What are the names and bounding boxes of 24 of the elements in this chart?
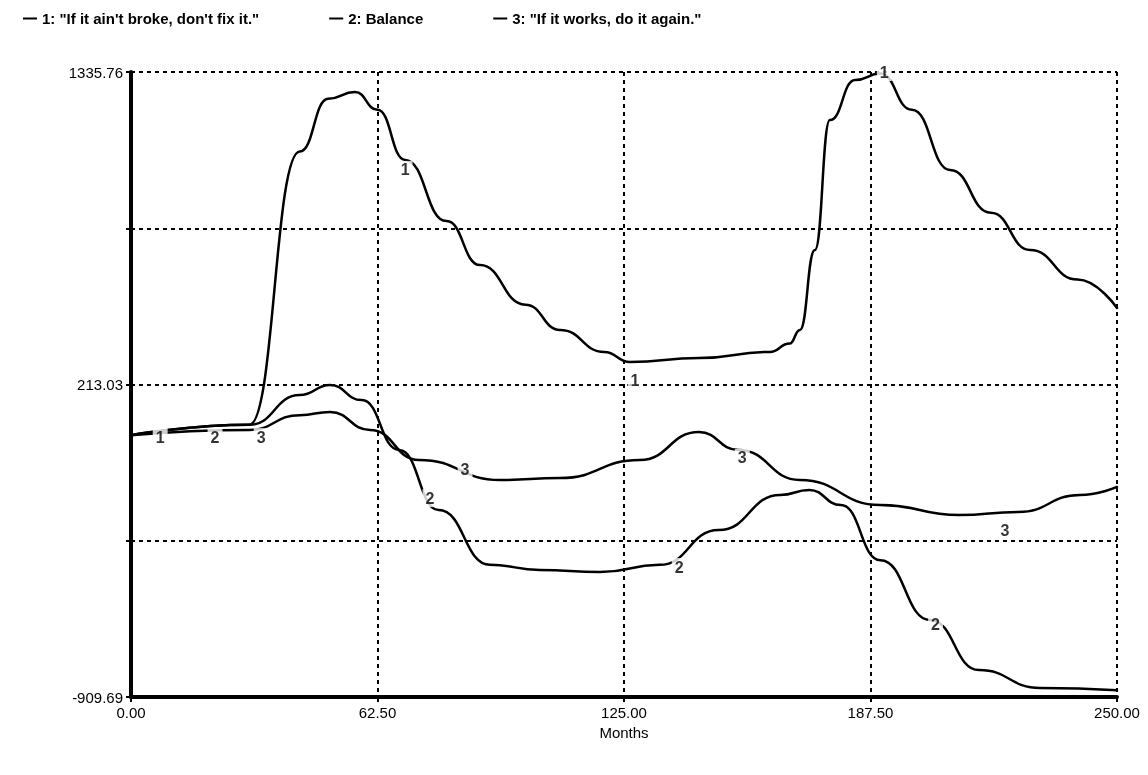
x-tick-label: 0.00: [116, 704, 146, 721]
x-tick-label: 187.50: [847, 704, 894, 721]
x-tick-label: 250.00: [1094, 704, 1140, 721]
annotation: 1: [155, 428, 165, 446]
legend-label: 2: Balance: [348, 10, 424, 27]
annotation: 3: [1000, 521, 1010, 539]
annotation: 2: [674, 558, 684, 576]
legend-label: 3: "If it works, do it again.": [512, 10, 702, 27]
x-tick-label: 125.00: [601, 704, 647, 721]
annotation: 1: [879, 63, 889, 81]
annotation: 1: [630, 371, 640, 389]
legend-label: 1: "If it ain't broke, don't fix it.": [42, 10, 260, 27]
annotation: 2: [931, 616, 941, 634]
y-tick-label: 213.03: [77, 376, 123, 393]
y-tick-label: 1335.76: [68, 63, 123, 81]
annotation: 1: [400, 161, 410, 179]
annotation: 3: [256, 428, 266, 446]
x-tick-label: 62.50: [358, 704, 397, 721]
annotation: 3: [737, 449, 747, 467]
annotation: 2: [210, 428, 220, 446]
annotation: 3: [460, 461, 470, 479]
x-axis-title: Months: [599, 723, 649, 741]
annotation: 2: [425, 489, 435, 507]
y-tick-label: -909.69: [72, 688, 123, 706]
